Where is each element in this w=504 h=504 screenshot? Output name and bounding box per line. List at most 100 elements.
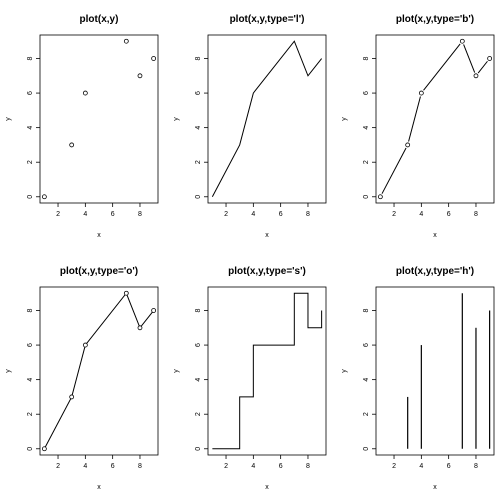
x-tick-label: 6 (279, 211, 283, 218)
x-axis-label: x (97, 232, 101, 239)
x-tick-label: 4 (251, 463, 255, 470)
y-tick-label: 2 (27, 160, 34, 164)
y-tick-label: 0 (363, 447, 370, 451)
plot-box (207, 34, 327, 204)
series-line (477, 60, 488, 74)
x-tick-label: 8 (306, 463, 310, 470)
data-point (82, 90, 88, 96)
x-axis-label: x (433, 232, 437, 239)
data-point (377, 194, 383, 200)
y-tick-label: 4 (195, 378, 202, 382)
panel-3: plot(x,y,type='b') 2 4 6 8 0 2 4 6 8 x y (341, 14, 495, 239)
panel-2: plot(x,y,type='l') 2 4 6 8 0 2 4 6 8 x y (173, 14, 327, 239)
panel-1: plot(x,y) 2 4 6 8 0 2 4 6 8 x y (5, 14, 159, 239)
data-point (459, 38, 465, 44)
y-tick-label: 2 (27, 412, 34, 416)
y-tick-label: 8 (363, 56, 370, 60)
y-tick-label: 0 (27, 447, 34, 451)
y-tick-label: 4 (195, 126, 202, 130)
y-tick-label: 8 (27, 308, 34, 312)
data-point (41, 446, 47, 452)
plot-box (375, 286, 495, 456)
plot-box (39, 286, 159, 456)
y-tick-label: 4 (27, 126, 34, 130)
series-line (211, 40, 323, 198)
x-tick-label: 4 (83, 463, 87, 470)
x-axis-label: x (265, 484, 269, 491)
series-line (43, 292, 155, 450)
data-point (123, 290, 129, 296)
y-tick-label: 0 (195, 195, 202, 199)
y-tick-label: 8 (195, 308, 202, 312)
data-point (82, 342, 88, 348)
y-tick-label: 6 (27, 91, 34, 95)
data-point (137, 73, 143, 79)
panel-title: plot(x,y,type='b') (396, 14, 474, 25)
x-tick-label: 6 (279, 463, 283, 470)
y-tick-label: 6 (195, 343, 202, 347)
y-tick-label: 6 (195, 91, 202, 95)
data-point (405, 142, 411, 148)
y-tick-label: 2 (195, 160, 202, 164)
x-tick-label: 2 (224, 211, 228, 218)
y-tick-label: 4 (363, 126, 370, 130)
x-axis-label: x (265, 232, 269, 239)
x-tick-label: 4 (419, 463, 423, 470)
x-tick-label: 2 (392, 211, 396, 218)
x-tick-label: 8 (474, 211, 478, 218)
y-axis-label: y (5, 117, 12, 121)
x-axis-label: x (97, 484, 101, 491)
x-tick-label: 2 (224, 463, 228, 470)
panel-title: plot(x,y,type='l') (230, 14, 305, 25)
x-tick-label: 4 (251, 211, 255, 218)
series-line (381, 147, 407, 194)
y-tick-label: 8 (27, 56, 34, 60)
data-point (41, 194, 47, 200)
x-tick-label: 6 (447, 463, 451, 470)
series-line (408, 96, 421, 142)
plot-box (39, 34, 159, 204)
data-point (123, 38, 129, 44)
x-tick-label: 8 (138, 211, 142, 218)
y-axis-label: y (341, 117, 348, 121)
data-point (487, 56, 493, 61)
y-tick-label: 8 (195, 56, 202, 60)
panel-5: plot(x,y,type='s') 2 4 6 8 0 2 4 6 8 x y (173, 266, 327, 491)
x-tick-label: 8 (138, 463, 142, 470)
y-axis-label: y (341, 369, 348, 373)
y-tick-label: 4 (363, 378, 370, 382)
panel-title: plot(x,y,type='h') (396, 266, 474, 277)
plot-box (375, 34, 495, 204)
y-tick-label: 4 (27, 378, 34, 382)
plot-box (207, 286, 327, 456)
series-line (212, 292, 323, 450)
x-tick-label: 6 (111, 463, 115, 470)
y-tick-label: 8 (363, 308, 370, 312)
data-point (151, 56, 157, 61)
panel-title: plot(x,y,type='o') (60, 266, 138, 277)
data-point (473, 73, 479, 79)
x-tick-label: 2 (56, 463, 60, 470)
data-point (69, 142, 75, 148)
y-tick-label: 0 (195, 447, 202, 451)
x-tick-label: 6 (111, 211, 115, 218)
y-tick-label: 0 (363, 195, 370, 199)
data-point (69, 394, 75, 400)
data-point (418, 90, 424, 96)
y-axis-label: y (173, 369, 180, 373)
y-axis-label: y (5, 369, 12, 373)
series-line (463, 44, 476, 73)
x-axis-label: x (433, 484, 437, 491)
data-point (137, 325, 143, 331)
panel-title: plot(x,y,type='s') (228, 266, 306, 277)
y-tick-label: 6 (363, 343, 370, 347)
y-tick-label: 2 (363, 412, 370, 416)
x-tick-label: 8 (306, 211, 310, 218)
x-tick-label: 4 (419, 211, 423, 218)
y-tick-label: 6 (27, 343, 34, 347)
y-tick-label: 2 (363, 160, 370, 164)
x-tick-label: 6 (447, 211, 451, 218)
data-point (151, 308, 157, 313)
y-tick-label: 2 (195, 412, 202, 416)
panel-6: plot(x,y,type='h') 2 4 6 8 0 2 4 6 8 x y (341, 266, 495, 491)
